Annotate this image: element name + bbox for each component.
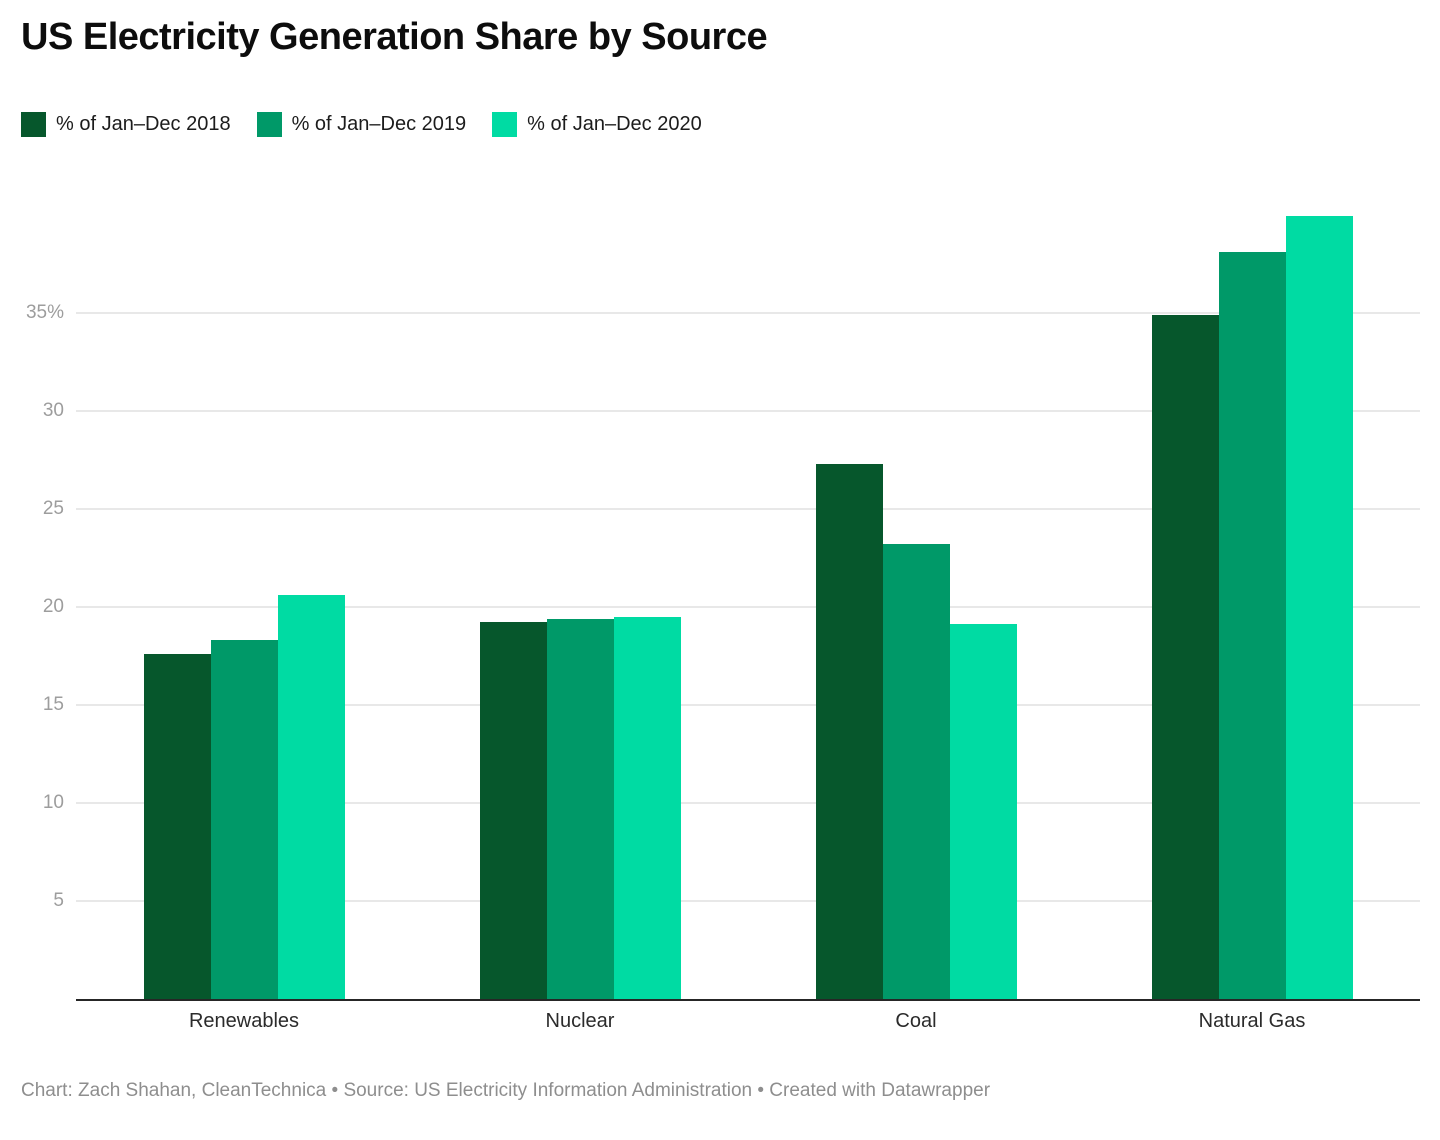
- gridline: [76, 507, 1420, 510]
- bar-renewables-2[interactable]: [210, 640, 278, 999]
- y-tick-label: 15: [42, 693, 64, 715]
- y-tick-label: 5: [53, 889, 64, 911]
- bar-coal-1[interactable]: [815, 463, 883, 999]
- bar-natural-gas-3[interactable]: [1285, 216, 1353, 999]
- legend-swatch: [256, 112, 282, 137]
- bar-nuclear-2[interactable]: [546, 618, 614, 999]
- bar-nuclear-3[interactable]: [613, 616, 681, 999]
- category-label: Coal: [895, 1010, 937, 1032]
- gridline: [76, 605, 1420, 608]
- legend-item: % of Jan–Dec 2019: [256, 112, 467, 137]
- category-label: Nuclear: [545, 1010, 615, 1032]
- legend-item: % of Jan–Dec 2018: [21, 112, 231, 137]
- category-label: Natural Gas: [1198, 1010, 1306, 1032]
- gridline: [76, 311, 1420, 314]
- y-tick-label: 25: [42, 497, 64, 519]
- bar-renewables-1[interactable]: [143, 653, 211, 999]
- plot-area: 5 10 15 20 25 30 35% Renewables Nuclear Coal Natur…: [26, 189, 1420, 1032]
- bar-renewables-3[interactable]: [277, 594, 345, 999]
- y-tick-label: 10: [42, 791, 64, 813]
- legend-item: % of Jan–Dec 2020: [492, 112, 702, 137]
- x-axis-line: [76, 999, 1420, 1001]
- y-tick-label: 20: [42, 595, 64, 617]
- y-tick-label: 35%: [25, 301, 64, 323]
- footer-credit: Chart: Zach Shahan, CleanTechnica • Sour…: [21, 1080, 991, 1101]
- legend-label: % of Jan–Dec 2020: [527, 113, 702, 135]
- legend-label: % of Jan–Dec 2018: [56, 113, 231, 135]
- bar-coal-3[interactable]: [949, 624, 1017, 999]
- y-tick-label: 30: [42, 399, 64, 421]
- bar-natural-gas-1[interactable]: [1151, 314, 1219, 999]
- legend-label: % of Jan–Dec 2019: [291, 113, 467, 135]
- bar-coal-2[interactable]: [882, 544, 950, 999]
- gridline: [76, 703, 1420, 706]
- legend-swatch: [21, 112, 46, 137]
- category-label: Renewables: [188, 1010, 300, 1032]
- legend: % of Jan–Dec 2018 % of Jan–Dec 2019 % of J…: [21, 112, 702, 137]
- chart-title: US Electricity Generation Share by Sourc…: [21, 16, 768, 58]
- bar-natural-gas-2[interactable]: [1218, 251, 1286, 999]
- gridline: [76, 899, 1420, 902]
- bar-nuclear-1[interactable]: [479, 622, 547, 999]
- gridline: [76, 409, 1420, 412]
- gridline: [76, 801, 1420, 804]
- legend-swatch: [492, 112, 518, 137]
